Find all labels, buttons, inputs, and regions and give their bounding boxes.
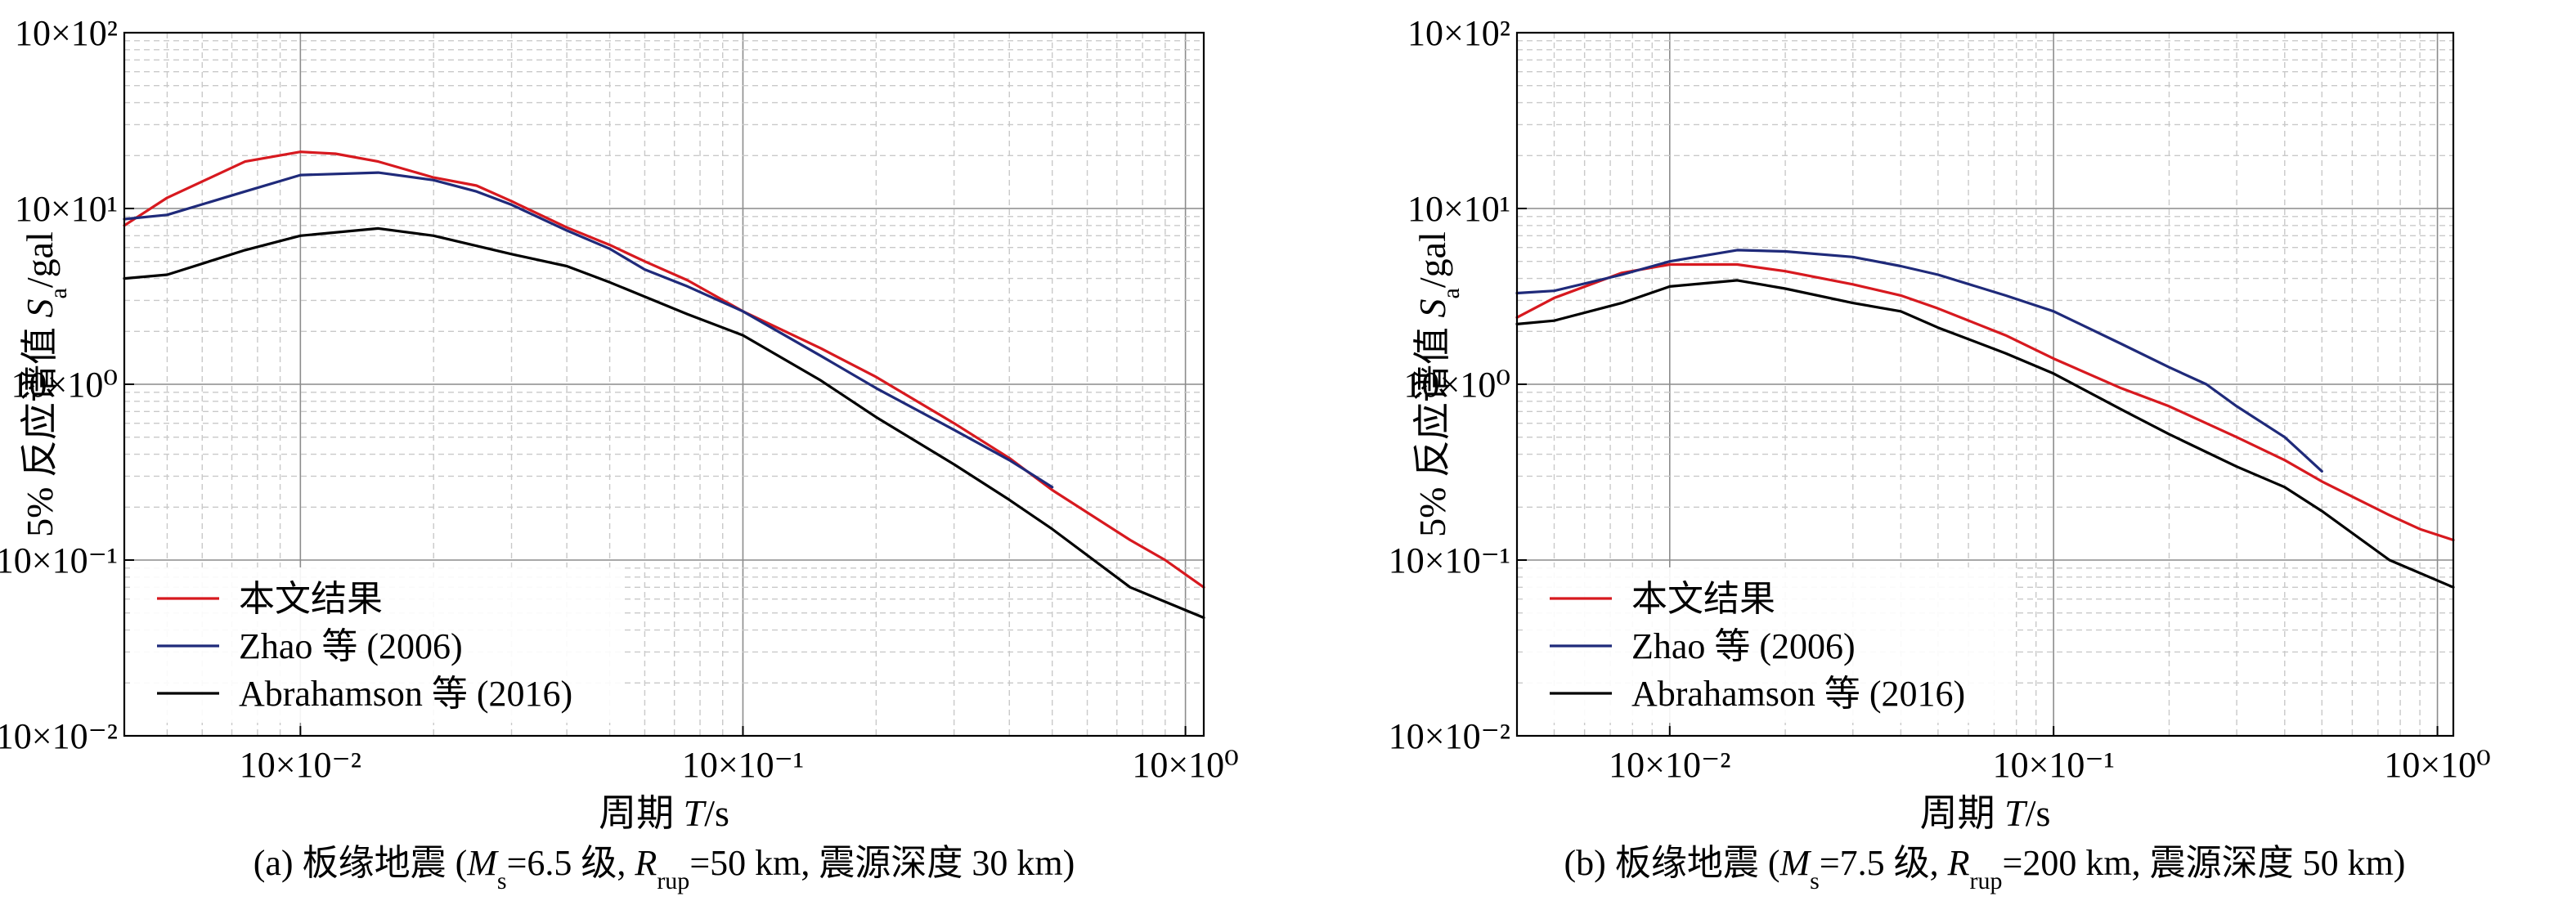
y-tick-label: 10×10¹ [15,189,118,229]
y-tick-label: 10×10⁻² [1389,716,1510,756]
y-tick-label: 10×10⁻¹ [0,540,118,580]
y-tick-label: 10×10² [1407,13,1510,53]
y-tick-label: 10×10⁻² [0,716,118,756]
legend-label-3: Abrahamson 等 (2016) [239,674,572,714]
panel-caption: (b) 板缘地震 (Ms=7.5 级, Rrup=200 km, 震源深度 50… [1564,843,2406,894]
x-tick-label: 10×10⁰ [2384,745,2490,785]
x-tick-label: 10×10⁻¹ [682,745,804,785]
legend-label-3: Abrahamson 等 (2016) [1631,674,1965,714]
y-tick-label: 10×10¹ [1407,189,1510,229]
series-line-1 [1515,262,2455,542]
legend-label-2: Zhao 等 (2006) [1631,626,1856,666]
x-tick-label: 10×10⁻² [1609,745,1730,785]
chart-panel-1: 10×10⁻² 10×10⁻¹ 10×10⁰ 10×10⁻² 10×10⁻¹ 10×10⁰… [0,13,1239,894]
y-tick-label: 10×10⁰ [1404,365,1510,405]
x-axis-title: 周期 T/s [1920,792,2051,834]
y-axis-title: 5% 反应谱值 Sa/gal [1411,231,1465,537]
panel-caption: (a) 板缘地震 (Ms=6.5 级, Rrup=50 km, 震源深度 30 … [254,843,1075,894]
x-tick-label: 10×10⁻¹ [1993,745,2115,785]
y-tick-label: 10×10⁰ [11,365,118,405]
legend-label-1: 本文结果 [1631,579,1775,619]
series-line-3 [1515,279,2455,589]
x-tick-label: 10×10⁻² [240,745,361,785]
legend-label-2: Zhao 等 (2006) [239,626,463,666]
x-axis-title: 周期 T/s [599,792,729,834]
series-line-2 [1515,249,2323,473]
y-tick-label: 10×10² [15,13,118,53]
y-axis-title: 5% 反应谱值 Sa/gal [19,231,72,537]
series-line-2 [123,171,1054,489]
chart-panel-2: 10×10⁻² 10×10⁻¹ 10×10⁰ 10×10⁻² 10×10⁻¹ 10×10⁰… [1389,13,2491,894]
legend-label-1: 本文结果 [239,579,383,619]
y-tick-label: 10×10⁻¹ [1389,540,1510,580]
x-tick-label: 10×10⁰ [1132,745,1238,785]
series-line-3 [123,226,1205,620]
